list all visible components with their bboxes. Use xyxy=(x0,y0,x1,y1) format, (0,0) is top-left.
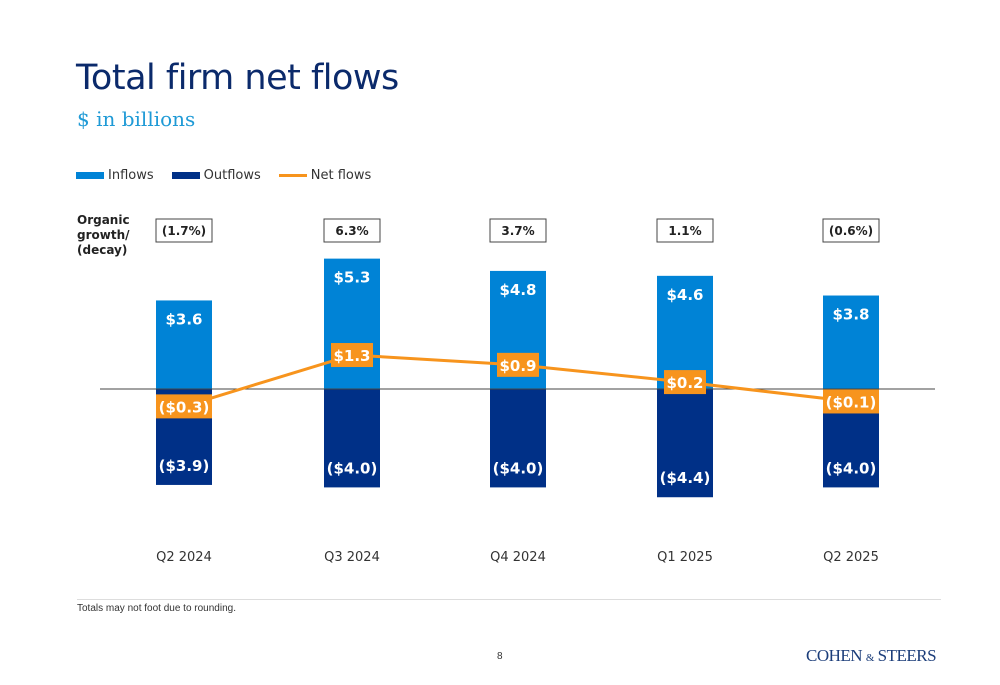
organic-growth-box xyxy=(323,218,381,243)
x-tick-label: Q1 2025 xyxy=(657,550,713,565)
company-logo: COHEN & STEERS xyxy=(806,646,937,666)
footer-divider xyxy=(77,599,941,600)
legend-swatch-net-flows xyxy=(278,174,307,177)
organic-growth-box xyxy=(822,218,880,243)
net-flow-data-label: ($0.1) xyxy=(826,393,877,411)
legend-item-net-flows: Net flows xyxy=(278,168,372,183)
net-flow-label-box xyxy=(156,394,212,419)
net-flow-data-label: $0.9 xyxy=(499,357,536,375)
net-flow-data-label: $0.2 xyxy=(666,374,703,392)
net-flow-data-label: $1.3 xyxy=(333,347,370,365)
inflow-data-label: $4.8 xyxy=(499,281,536,299)
organic-growth-value: 3.7% xyxy=(501,224,534,238)
inflow-data-label: $5.3 xyxy=(333,269,370,287)
legend-swatch-inflows xyxy=(76,172,104,179)
legend-item-inflows: Inflows xyxy=(76,168,154,183)
organic-growth-label-line: (decay) xyxy=(77,243,128,257)
organic-growth-value: (1.7%) xyxy=(162,224,206,238)
x-tick-label: Q2 2025 xyxy=(823,550,879,565)
outflow-bar xyxy=(490,389,546,488)
net-flow-label-box xyxy=(823,389,879,414)
page-number: 8 xyxy=(497,651,503,662)
logo-ampersand: & xyxy=(865,652,875,664)
outflow-bar xyxy=(324,389,380,488)
x-tick-label: Q3 2024 xyxy=(324,550,380,565)
organic-growth-label-line: growth/ xyxy=(77,228,130,242)
logo-word-1: COHEN xyxy=(806,646,863,665)
inflow-data-label: $4.6 xyxy=(666,286,703,304)
outflow-data-label: ($4.0) xyxy=(327,459,378,477)
inflow-data-label: $3.8 xyxy=(832,306,869,324)
legend-item-outflows: Outflows xyxy=(171,168,261,183)
organic-growth-box xyxy=(155,218,213,243)
outflow-data-label: ($3.9) xyxy=(159,457,210,475)
organic-growth-value: 1.1% xyxy=(668,224,701,238)
x-tick-label: Q4 2024 xyxy=(490,550,546,565)
logo-word-2: STEERS xyxy=(877,646,937,665)
legend-label-net-flows: Net flows xyxy=(310,168,372,183)
organic-growth-box xyxy=(489,218,547,243)
inflow-data-label: $3.6 xyxy=(165,310,202,328)
page-title: Total firm net flows xyxy=(76,58,399,98)
organic-growth-label: Organic growth/ (decay) xyxy=(77,213,130,258)
organic-growth-box xyxy=(656,218,714,243)
legend-label-inflows: Inflows xyxy=(108,168,154,183)
net-flow-label-box xyxy=(497,352,539,377)
x-tick-label: Q2 2024 xyxy=(156,550,212,565)
inflow-bar xyxy=(324,258,380,389)
inflow-bar xyxy=(156,300,212,389)
inflow-bar xyxy=(823,295,879,389)
footnote: Totals may not foot due to rounding. xyxy=(77,603,236,614)
organic-growth-label-line: Organic xyxy=(77,213,130,227)
net-flow-label-box xyxy=(331,343,373,368)
outflow-data-label: ($4.0) xyxy=(826,459,877,477)
net-flow-label-box xyxy=(664,370,706,395)
outflow-data-label: ($4.0) xyxy=(493,459,544,477)
organic-growth-value: 6.3% xyxy=(335,224,368,238)
chart-legend: Inflows Outflows Net flows xyxy=(76,168,389,183)
outflow-data-label: ($4.4) xyxy=(660,469,711,487)
legend-label-outflows: Outflows xyxy=(203,168,261,183)
net-flow-data-label: ($0.3) xyxy=(159,398,210,416)
outflow-bar xyxy=(657,389,713,498)
organic-growth-value: (0.6%) xyxy=(829,224,873,238)
page-subtitle: $ in billions xyxy=(77,107,196,131)
legend-swatch-outflows xyxy=(171,172,200,179)
